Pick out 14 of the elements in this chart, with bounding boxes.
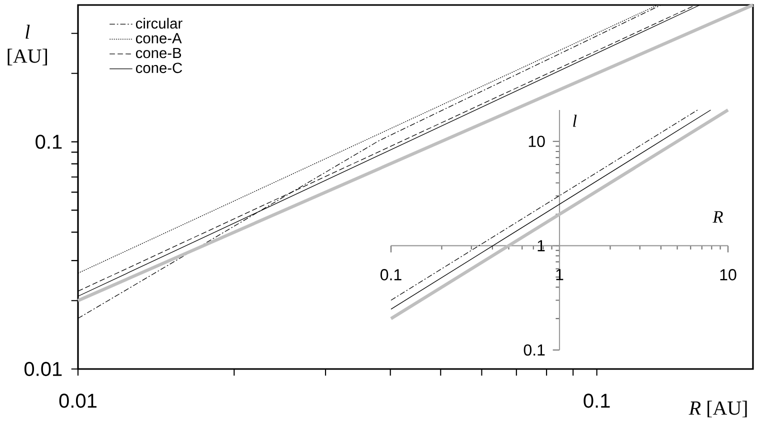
legend-label: cone-B: [136, 48, 182, 58]
x-axis-title: R: [712, 211, 723, 223]
legend-label: cone-C: [136, 62, 182, 74]
legend-label: circular: [136, 18, 182, 29]
y-tick-label: 0.1: [524, 344, 545, 356]
legend-label: cone-A: [136, 33, 182, 44]
y-axis-title: l: [573, 114, 577, 127]
x-tick-label: 10: [720, 269, 736, 280]
x-tick-label: 0.1: [380, 269, 402, 280]
x-tick-label: 1: [556, 269, 564, 280]
y-tick-label: 10: [528, 136, 545, 148]
x-axis-title: R [AU]: [688, 400, 747, 418]
y-tick-label: 1: [538, 240, 545, 252]
y-axis-title: l [AU]: [8, 24, 47, 66]
